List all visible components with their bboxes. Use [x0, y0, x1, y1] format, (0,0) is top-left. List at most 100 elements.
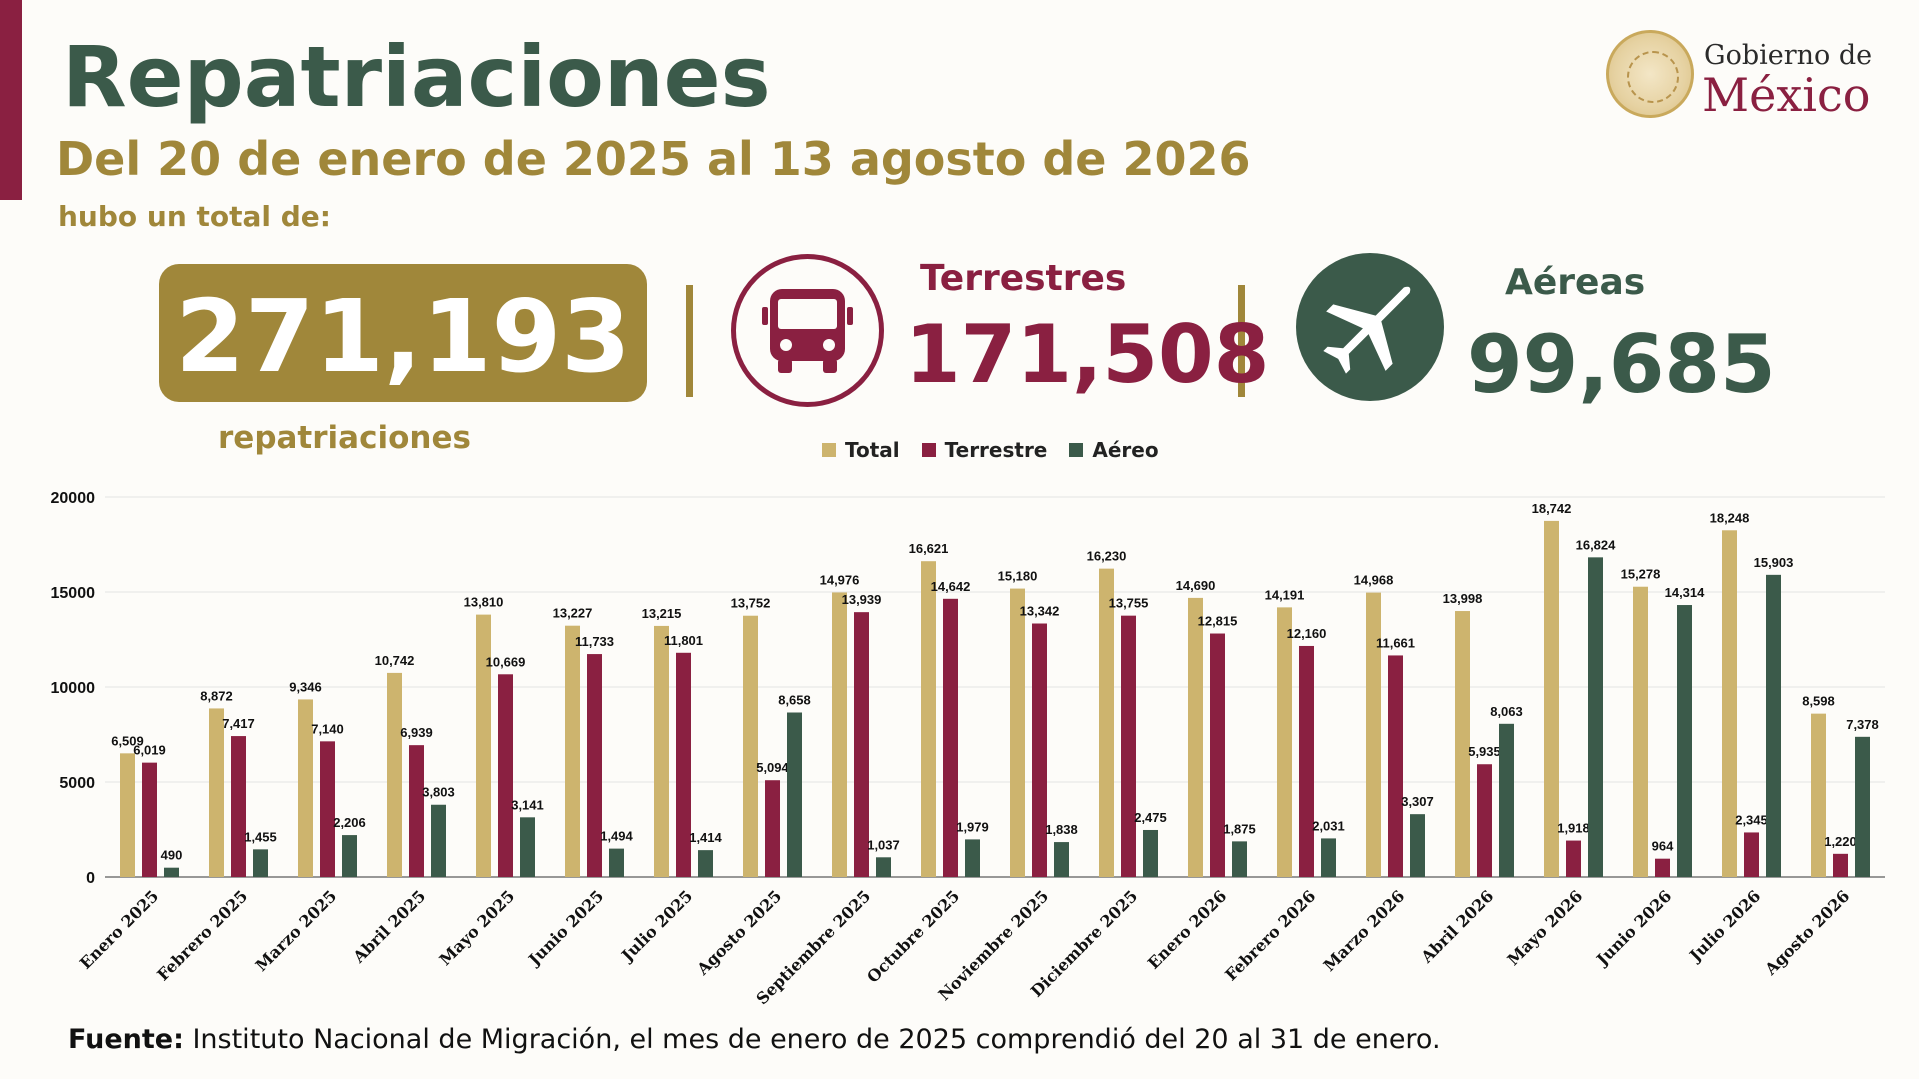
bar-aéreo	[342, 835, 357, 877]
legend-label-aereo: Aéreo	[1092, 438, 1159, 462]
data-label: 6,939	[400, 725, 433, 740]
data-label: 16,621	[909, 541, 949, 556]
legend-label-total: Total	[845, 438, 900, 462]
divider-1	[686, 285, 693, 397]
bar-total	[1811, 713, 1826, 877]
logo-line-1: Gobierno de	[1704, 40, 1873, 71]
x-tick-label: Octubre 2025	[863, 886, 963, 986]
data-label: 1,037	[867, 837, 900, 852]
bar-terrestre	[142, 762, 157, 877]
bar-aéreo	[1766, 574, 1781, 877]
bar-terrestre	[409, 745, 424, 877]
terrestres-label: Terrestres	[920, 258, 1127, 299]
legend-swatch-aereo	[1069, 443, 1084, 457]
x-tick-label: Junio 2025	[523, 886, 607, 970]
x-tick-label: Mayo 2025	[435, 886, 518, 969]
bar-terrestre	[1744, 832, 1759, 877]
bar-aéreo	[1410, 814, 1425, 877]
data-label: 13,810	[464, 595, 504, 610]
bar-total	[1366, 592, 1381, 877]
bar-terrestre	[587, 654, 602, 877]
data-label: 13,227	[553, 606, 593, 621]
x-tick-label: Marzo 2026	[1320, 886, 1409, 975]
data-label: 11,661	[1376, 635, 1415, 650]
bar-aéreo	[787, 712, 802, 877]
data-label: 14,690	[1176, 578, 1216, 593]
airplane-icon	[1296, 253, 1444, 401]
x-tick-label: Abril 2026	[1417, 886, 1498, 967]
y-tick-label: 20000	[51, 490, 96, 507]
bar-aéreo	[876, 857, 891, 877]
data-label: 12,160	[1287, 626, 1327, 641]
lead-text: hubo un total de:	[58, 200, 331, 233]
y-tick-label: 10000	[51, 680, 96, 697]
bar-terrestre	[1655, 858, 1670, 877]
legend-item-terrestre: Terrestre	[921, 438, 1047, 462]
data-label: 15,278	[1621, 567, 1661, 582]
bar-terrestre	[1032, 623, 1047, 877]
data-label: 9,346	[289, 679, 322, 694]
bar-total	[921, 561, 936, 877]
bar-aéreo	[1499, 723, 1514, 877]
bar-total	[120, 753, 135, 877]
legend-swatch-terrestre	[921, 443, 936, 457]
bar-total	[1722, 530, 1737, 877]
data-label: 11,801	[664, 633, 703, 648]
chart-legend: Total Terrestre Aéreo	[822, 438, 1181, 462]
data-label: 14,191	[1265, 587, 1305, 602]
bar-total	[565, 625, 580, 877]
bar-aéreo	[1588, 557, 1603, 877]
data-label: 15,903	[1754, 555, 1794, 570]
bar-terrestre	[943, 598, 958, 877]
bar-aéreo	[1143, 829, 1158, 877]
data-label: 13,998	[1443, 591, 1483, 606]
aereas-label: Aéreas	[1505, 262, 1646, 303]
gobierno-logo: Gobierno de México	[1606, 30, 1896, 125]
total-value: 271,193	[175, 278, 631, 395]
bar-terrestre	[765, 780, 780, 877]
data-label: 7,417	[222, 716, 255, 731]
bar-aéreo	[609, 848, 624, 877]
x-tick-label: Julio 2026	[1684, 886, 1764, 966]
legend-item-total: Total	[822, 438, 900, 462]
bar-terrestre	[498, 674, 513, 877]
data-label: 1,838	[1045, 822, 1078, 837]
x-tick-label: Julio 2025	[616, 886, 696, 966]
data-label: 5,935	[1468, 744, 1501, 759]
x-tick-label: Agosto 2025	[692, 886, 785, 979]
bar-total	[1188, 597, 1203, 877]
accent-bar	[0, 0, 22, 200]
page-title: Repatriaciones	[62, 28, 771, 126]
data-label: 15,180	[998, 569, 1038, 584]
data-label: 14,968	[1354, 573, 1394, 588]
data-label: 14,314	[1665, 585, 1706, 600]
data-label: 10,669	[486, 654, 526, 669]
data-label: 7,140	[311, 721, 344, 736]
bar-terrestre	[1566, 840, 1581, 877]
x-tick-label: Febrero 2026	[1221, 886, 1319, 984]
data-label: 10,742	[375, 653, 415, 668]
bar-total	[832, 592, 847, 877]
bar-terrestre	[1210, 633, 1225, 877]
bar-aéreo	[1321, 838, 1336, 877]
bar-total	[1455, 611, 1470, 877]
bar-aéreo	[1054, 842, 1069, 877]
data-label: 1,455	[244, 829, 277, 844]
page-subtitle: Del 20 de enero de 2025 al 13 agosto de …	[56, 132, 1251, 186]
data-label: 7,378	[1846, 717, 1879, 732]
data-label: 3,803	[422, 785, 455, 800]
bar-total	[298, 699, 313, 877]
bar-terrestre	[1833, 853, 1848, 877]
bar-aéreo	[1855, 736, 1870, 877]
x-tick-label: Agosto 2026	[1760, 886, 1853, 979]
data-label: 2,031	[1312, 818, 1345, 833]
y-tick-label: 5000	[59, 775, 95, 792]
x-tick-label: Junio 2026	[1591, 886, 1675, 970]
data-label: 5,094	[756, 760, 789, 775]
data-label: 13,939	[842, 592, 882, 607]
data-label: 1,414	[689, 830, 722, 845]
data-label: 14,642	[931, 579, 971, 594]
bar-terrestre	[676, 652, 691, 877]
data-label: 12,815	[1198, 614, 1238, 629]
